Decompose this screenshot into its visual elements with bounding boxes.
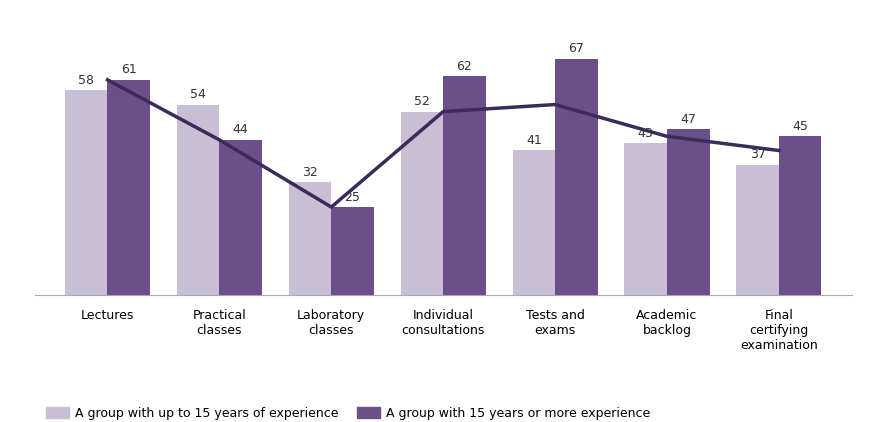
Bar	[219, 140, 262, 295]
Text: 58: 58	[78, 74, 94, 87]
Text: 25: 25	[345, 190, 361, 203]
Bar	[108, 80, 150, 295]
Text: 32: 32	[302, 166, 318, 179]
Bar	[555, 59, 598, 295]
Bar	[401, 111, 443, 295]
Text: 47: 47	[680, 113, 696, 126]
Bar	[331, 207, 374, 295]
Text: 52: 52	[414, 95, 430, 108]
Text: 41: 41	[526, 134, 541, 147]
Bar	[65, 90, 108, 295]
Text: 67: 67	[568, 42, 584, 55]
Bar	[513, 151, 555, 295]
Text: 37: 37	[750, 148, 766, 161]
Bar	[736, 165, 779, 295]
Text: 43: 43	[638, 127, 653, 140]
Bar	[667, 129, 709, 295]
Bar	[779, 136, 821, 295]
Bar	[625, 143, 667, 295]
Text: 44: 44	[233, 123, 249, 136]
Text: 62: 62	[456, 60, 473, 73]
Text: 61: 61	[121, 63, 136, 76]
Bar	[443, 76, 486, 295]
Text: 45: 45	[793, 120, 808, 133]
Bar	[289, 182, 331, 295]
Text: 54: 54	[190, 88, 206, 101]
Bar	[177, 105, 219, 295]
